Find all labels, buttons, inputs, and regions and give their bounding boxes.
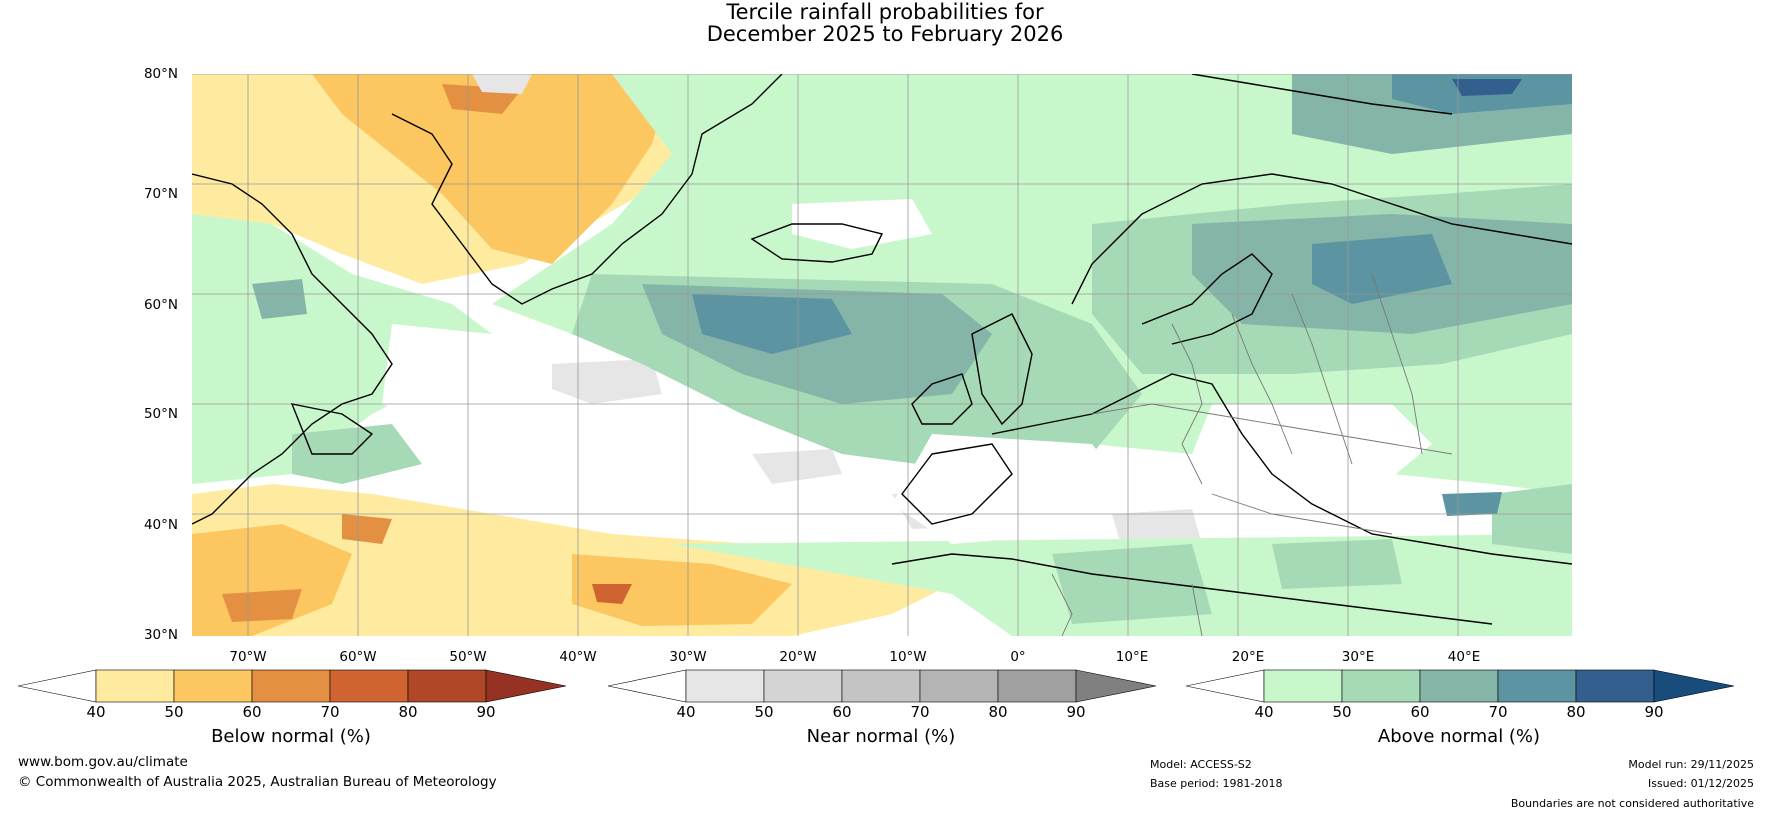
map-svg <box>192 74 1572 636</box>
latitude-label-30n: 30°N <box>143 627 178 643</box>
colorbar-above-extend-low <box>1185 669 1265 703</box>
longitude-label-40e: 40°E <box>1447 649 1481 665</box>
below-tick-90: 90 <box>476 703 496 721</box>
title-line-2: December 2025 to February 2026 <box>706 22 1064 46</box>
longitude-label-70w: 70°W <box>229 649 267 665</box>
below-tick-80: 80 <box>398 703 418 721</box>
longitude-label-20w: 20°W <box>779 649 817 665</box>
colorbar-below-segment-5 <box>407 669 487 703</box>
rainfall-probability-map <box>192 74 1572 636</box>
longitude-label-40w: 40°W <box>559 649 597 665</box>
colorbar-above-segment-4 <box>1497 669 1577 703</box>
colorbar-above-segment-2 <box>1341 669 1421 703</box>
footer-website: www.bom.gov.au/climate <box>18 754 188 770</box>
colorbar-near-segment-4 <box>919 669 999 703</box>
colorbar-near-segment-1 <box>685 669 765 703</box>
colorbar-near-normal <box>607 669 1157 703</box>
country-borders <box>1051 273 1453 636</box>
colorbar-below-segment-3 <box>251 669 331 703</box>
colorbar-above-extend-high <box>1653 669 1735 703</box>
below-tick-70: 70 <box>320 703 340 721</box>
footer-disclaimer: Boundaries are not considered authoritat… <box>1510 797 1754 810</box>
longitude-label-50w: 50°W <box>449 649 487 665</box>
near-normal-label: Near normal (%) <box>806 726 956 747</box>
colorbar-near-extend-low <box>607 669 687 703</box>
title-line-1: Tercile rainfall probabilities for <box>726 0 1044 24</box>
above-tick-60: 60 <box>1410 703 1430 721</box>
longitude-label-20e: 20°E <box>1231 649 1265 665</box>
colorbar-near-segment-3 <box>841 669 921 703</box>
graticule <box>192 74 1572 636</box>
longitude-label-60w: 60°W <box>339 649 377 665</box>
near-tick-50: 50 <box>754 703 774 721</box>
above-tick-50: 50 <box>1332 703 1352 721</box>
above-tick-70: 70 <box>1488 703 1508 721</box>
longitude-label-10w: 10°W <box>889 649 927 665</box>
latitude-label-60n: 60°N <box>143 297 178 313</box>
below-normal-label: Below normal (%) <box>211 726 371 747</box>
above-tick-40: 40 <box>1254 703 1274 721</box>
longitude-label-10e: 10°E <box>1115 649 1149 665</box>
footer-model: Model: ACCESS-S2 <box>1150 758 1252 771</box>
near-tick-80: 80 <box>988 703 1008 721</box>
footer-issued: Issued: 01/12/2025 <box>1647 777 1754 790</box>
neutral-areas <box>382 199 1432 544</box>
colorbar-near-extend-high <box>1075 669 1157 703</box>
longitude-label-30e: 30°E <box>1341 649 1375 665</box>
latitude-label-50n: 50°N <box>143 406 178 422</box>
above-tick-90: 90 <box>1644 703 1664 721</box>
above-normal-label: Above normal (%) <box>1377 726 1541 747</box>
colorbar-above-segment-3 <box>1419 669 1499 703</box>
longitude-label-0: 0° <box>1010 649 1026 665</box>
below-tick-40: 40 <box>86 703 106 721</box>
near-tick-90: 90 <box>1066 703 1086 721</box>
below-tick-60: 60 <box>242 703 262 721</box>
colorbar-above-segment-5 <box>1575 669 1655 703</box>
colorbar-below-normal <box>17 669 567 703</box>
colorbar-above-normal <box>1185 669 1735 703</box>
colorbar-near-segment-5 <box>997 669 1077 703</box>
near-tick-60: 60 <box>832 703 852 721</box>
latitude-label-40n: 40°N <box>143 517 178 533</box>
colorbar-near-segment-2 <box>763 669 843 703</box>
footer-copyright: © Commonwealth of Australia 2025, Austra… <box>18 774 497 790</box>
colorbar-below-extend-high <box>485 669 567 703</box>
latitude-label-70n: 70°N <box>143 186 178 202</box>
near-tick-40: 40 <box>676 703 696 721</box>
colorbar-below-extend-low <box>17 669 97 703</box>
longitude-label-30w: 30°W <box>669 649 707 665</box>
colorbar-below-segment-4 <box>329 669 409 703</box>
colorbar-below-segment-2 <box>173 669 253 703</box>
footer-model-run: Model run: 29/11/2025 <box>1628 758 1754 771</box>
colorbar-below-segment-1 <box>95 669 175 703</box>
latitude-label-80n: 80°N <box>143 66 178 82</box>
near-tick-70: 70 <box>910 703 930 721</box>
colorbar-above-segment-1 <box>1263 669 1343 703</box>
footer-base-period: Base period: 1981-2018 <box>1150 777 1283 790</box>
above-tick-80: 80 <box>1566 703 1586 721</box>
below-tick-50: 50 <box>164 703 184 721</box>
